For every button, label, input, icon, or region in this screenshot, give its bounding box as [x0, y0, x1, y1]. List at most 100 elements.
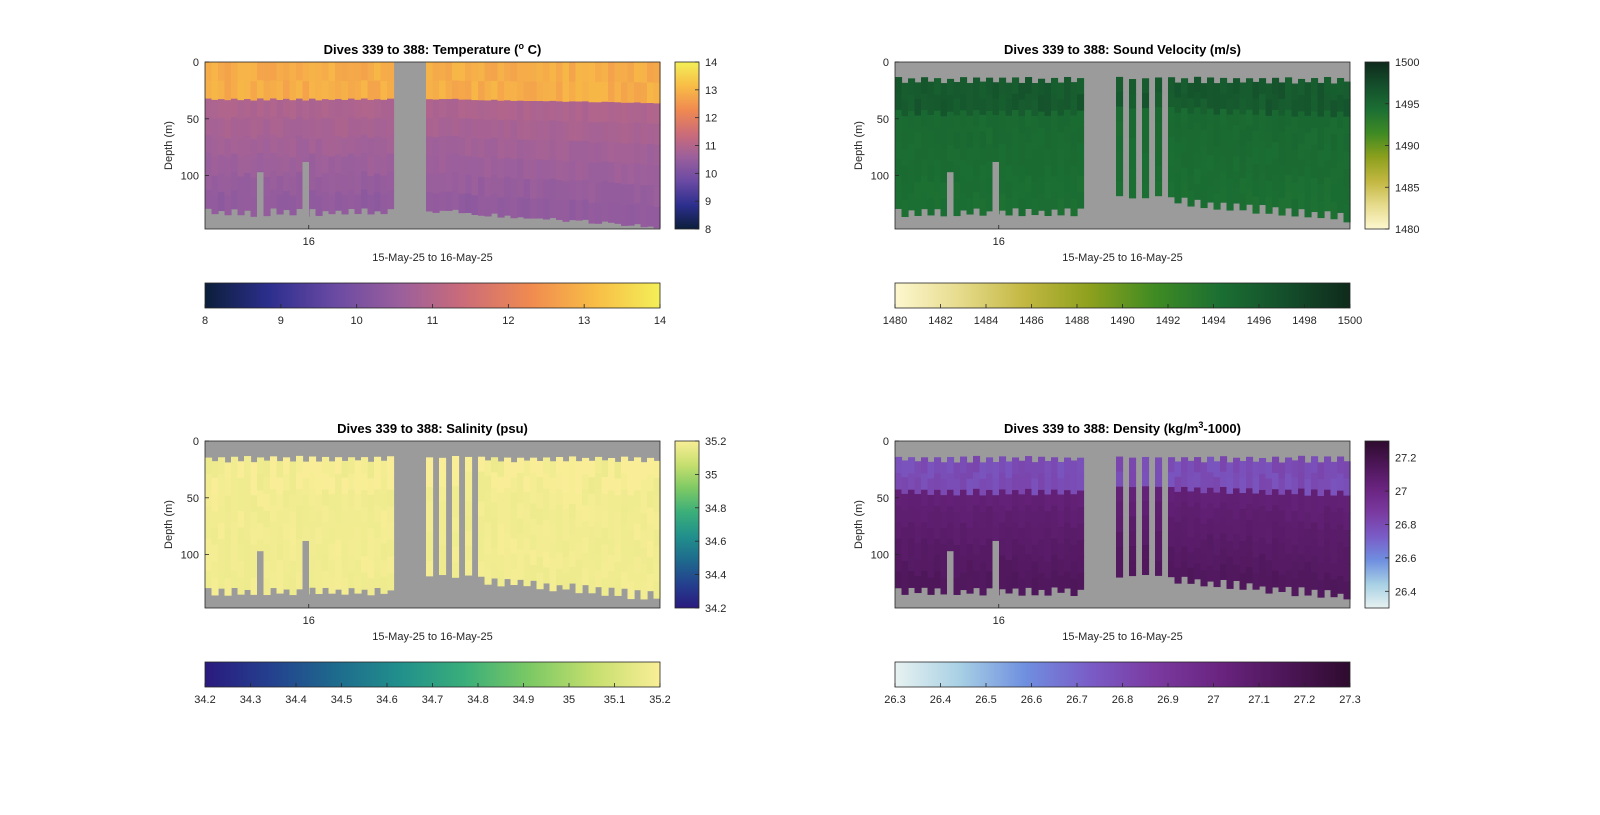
heatmap-cell: [517, 100, 525, 121]
heatmap-cell: [283, 506, 291, 524]
heatmap-cell: [315, 177, 323, 197]
heatmap-cell: [966, 181, 974, 199]
heatmap-cell: [614, 495, 622, 513]
heatmap-cell: [908, 78, 916, 96]
heatmap-cell: [1298, 488, 1306, 506]
heatmap-cell: [270, 489, 278, 507]
heatmap-cell: [549, 100, 557, 121]
heatmap-cell: [901, 493, 909, 512]
heatmap-cell: [1200, 145, 1208, 162]
heatmap-cell: [1343, 581, 1351, 600]
heatmap-cell: [549, 139, 557, 160]
heatmap-cell: [510, 198, 518, 219]
heatmap-cell: [1070, 527, 1078, 546]
heatmap-cell: [1005, 461, 1013, 479]
temperature-panel: Dives 339 to 388: Temperature (o C)05010…: [163, 41, 717, 327]
heatmap-cell: [1272, 570, 1280, 588]
heatmap-cell: [621, 62, 629, 84]
heatmap-cell: [484, 491, 492, 508]
heatmap-cell: [549, 574, 557, 592]
sound-velocity-panel: Dives 339 to 388: Sound Velocity (m/s)05…: [853, 42, 1419, 327]
heatmap-cell: [1187, 506, 1195, 523]
heatmap-cell: [374, 571, 382, 588]
heatmap-cell: [244, 456, 252, 474]
heatmap-cell: [934, 127, 942, 144]
heatmap-cell: [973, 521, 981, 539]
heatmap-cell: [224, 578, 232, 596]
heatmap-cell: [1259, 537, 1267, 555]
heatmap-cell: [263, 544, 271, 562]
heatmap-cell: [582, 489, 590, 506]
heatmap-cell: [452, 154, 460, 174]
heatmap-cell: [1129, 93, 1137, 110]
heatmap-cell: [1077, 175, 1085, 193]
heatmap-cell: [895, 571, 903, 589]
heatmap-cell: [1239, 114, 1247, 131]
heatmap-cell: [1155, 472, 1163, 488]
heatmap-cell: [335, 191, 343, 211]
side-colorbar-label: 9: [705, 196, 711, 208]
y-axis-label: Depth (m): [853, 121, 865, 170]
heatmap-cell: [634, 457, 642, 475]
heatmap-cell: [445, 80, 453, 100]
heatmap-cell: [1291, 83, 1299, 101]
heatmap-cell: [973, 175, 981, 193]
heatmap-cell: [1031, 578, 1039, 596]
heatmap-cell: [211, 156, 219, 177]
heatmap-cell: [1174, 142, 1182, 159]
bottom-colorbar-label: 27: [1207, 694, 1219, 706]
heatmap-cell: [562, 201, 570, 222]
heatmap-cell: [1031, 99, 1039, 117]
heatmap-cell: [361, 98, 369, 118]
heatmap-cell: [510, 81, 518, 102]
heatmap-cell: [1005, 148, 1013, 166]
heatmap-cell: [296, 572, 304, 590]
heatmap-cell: [1259, 109, 1267, 127]
heatmap-cell: [322, 192, 330, 212]
heatmap-cell: [973, 538, 981, 556]
heatmap-cell: [973, 77, 981, 95]
heatmap-cell: [1252, 98, 1260, 116]
heatmap-cell: [1285, 93, 1293, 111]
heatmap-cell: [921, 126, 929, 144]
heatmap-cell: [309, 521, 317, 539]
heatmap-cell: [627, 82, 635, 104]
heatmap-cell: [575, 477, 583, 495]
heatmap-cell: [647, 205, 655, 227]
heatmap-cell: [302, 461, 310, 479]
heatmap-cell: [908, 571, 916, 588]
side-colorbar-label: 34.6: [705, 536, 726, 548]
heatmap-cell: [1018, 116, 1026, 134]
heatmap-cell: [497, 197, 505, 218]
heatmap-cell: [1337, 145, 1345, 163]
heatmap-cell: [569, 81, 577, 102]
heatmap-cell: [484, 460, 492, 477]
heatmap-cell: [1317, 150, 1325, 168]
heatmap-cell: [1343, 547, 1351, 565]
heatmap-cell: [1220, 93, 1228, 110]
heatmap-cell: [1226, 146, 1234, 163]
heatmap-cell: [569, 535, 577, 552]
heatmap-cell: [640, 479, 648, 497]
heatmap-cell: [328, 194, 336, 215]
heatmap-cell: [452, 562, 460, 578]
heatmap-cell: [289, 157, 297, 178]
heatmap-cell: [517, 197, 525, 218]
heatmap-cell: [1233, 93, 1241, 110]
heatmap-cell: [1291, 477, 1299, 495]
heatmap-cell: [231, 172, 239, 191]
side-colorbar-label: 26.6: [1395, 553, 1416, 565]
heatmap-cell: [439, 191, 447, 211]
heatmap-cell: [471, 81, 479, 101]
heatmap-cell: [315, 461, 323, 479]
heatmap-cell: [1298, 192, 1306, 210]
heatmap-cell: [614, 182, 622, 204]
heatmap-cell: [341, 80, 349, 101]
heatmap-cell: [478, 486, 486, 503]
heatmap-cell: [211, 194, 219, 215]
heatmap-cell: [999, 94, 1007, 112]
heatmap-cell: [1018, 82, 1026, 101]
side-colorbar-label: 26.4: [1395, 586, 1416, 598]
bottom-colorbar: [204, 661, 661, 688]
heatmap-cell: [1330, 201, 1338, 220]
